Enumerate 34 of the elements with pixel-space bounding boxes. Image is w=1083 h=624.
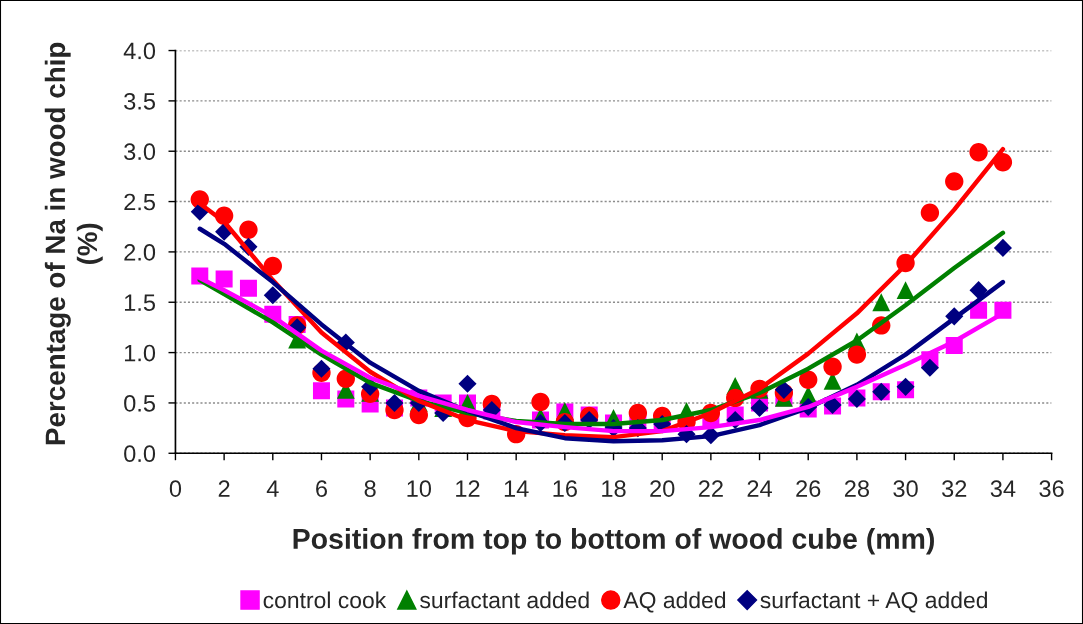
x-tick-label: 36 <box>1039 480 1064 498</box>
legend-label: surfactant + AQ added <box>760 591 987 613</box>
y-tick-label: 1.5 <box>124 294 156 312</box>
y-tick-label: 0.0 <box>124 445 156 463</box>
legend-label: AQ added <box>623 591 726 613</box>
x-tick-label: 4 <box>266 480 279 497</box>
x-tick-label: 0 <box>169 480 182 498</box>
legend-label: surfactant added <box>420 591 589 609</box>
x-tick-label: 28 <box>844 480 869 498</box>
y-tick-label: 2.5 <box>124 193 156 211</box>
y-tick-label: 4.0 <box>123 42 156 60</box>
y-tick-label: 0.5 <box>124 395 156 412</box>
y-tick-label: 1.0 <box>124 344 156 362</box>
x-tick-label: 30 <box>893 480 918 498</box>
x-tick-label: 12 <box>456 480 480 497</box>
x-tick-label: 8 <box>364 480 376 498</box>
x-tick-label: 14 <box>504 480 529 497</box>
x-tick-label: 6 <box>316 480 327 498</box>
x-tick-label: 18 <box>602 480 626 498</box>
y-tick-label: 3.5 <box>124 92 156 110</box>
x-axis-title: Position from top to bottom of wood cube (mm) <box>293 528 934 555</box>
x-tick-label: 32 <box>942 480 967 498</box>
x-tick-label: 10 <box>407 480 432 498</box>
x-tick-label: 16 <box>553 480 577 498</box>
x-tick-label: 20 <box>650 480 675 498</box>
x-tick-label: 22 <box>698 480 723 497</box>
x-tick-label: 2 <box>218 480 230 497</box>
y-axis-title: Percentage of Na in wood chip (%) <box>44 42 103 445</box>
x-tick-label: 34 <box>990 480 1016 498</box>
legend-label: control cook <box>263 591 387 609</box>
x-tick-label: 26 <box>796 480 821 498</box>
y-tick-label: 3.0 <box>124 143 156 161</box>
x-tick-label: 24 <box>747 480 772 497</box>
y-tick-label: 2.0 <box>124 243 156 261</box>
